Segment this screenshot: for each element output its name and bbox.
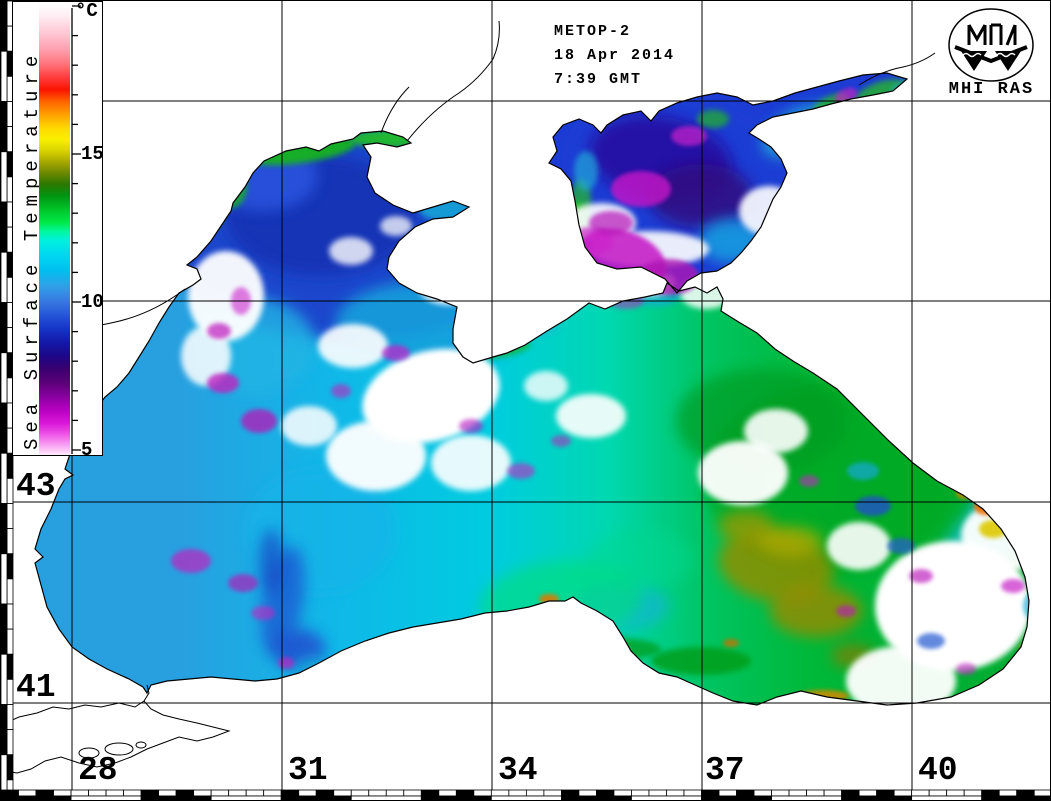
colorbar-unit-label: °C (75, 0, 98, 22)
latitude-label: 41 (16, 669, 56, 706)
island-outline (135, 741, 147, 749)
acquisition-date: 18 Apr 2014 (554, 47, 676, 64)
colorbar-panel: Sea Surface Temperature °C 15 10 5 (12, 0, 104, 461)
colorbar-gradient (39, 4, 70, 455)
mhi-emblem-icon (948, 8, 1034, 82)
bosphorus-strait (143, 684, 150, 702)
longitude-label: 31 (288, 752, 328, 789)
marmara-coastline (1, 700, 231, 774)
longitude-label: 37 (705, 752, 745, 789)
institute-label: MHI RAS (948, 80, 1035, 99)
river-line (858, 52, 936, 86)
longitude-label: 40 (918, 752, 958, 789)
river-line (380, 86, 410, 134)
colorbar-tick-label: 15 (81, 143, 104, 165)
colorbar-axis (71, 5, 81, 454)
longitude-label: 28 (78, 752, 118, 789)
river-line (406, 20, 500, 142)
satellite-name: METOP-2 (554, 23, 632, 40)
colorbar-tick-label: 10 (81, 291, 104, 313)
island-outline (78, 747, 100, 759)
colorbar-tick-label: 5 (81, 439, 93, 461)
longitude-label: 34 (498, 752, 538, 789)
graticule (13, 1, 1050, 790)
island-outline (104, 742, 134, 756)
acquisition-time: 7:39 GMT (554, 71, 643, 88)
azov-coastline (548, 72, 909, 294)
latitude-label: 43 (16, 468, 56, 505)
